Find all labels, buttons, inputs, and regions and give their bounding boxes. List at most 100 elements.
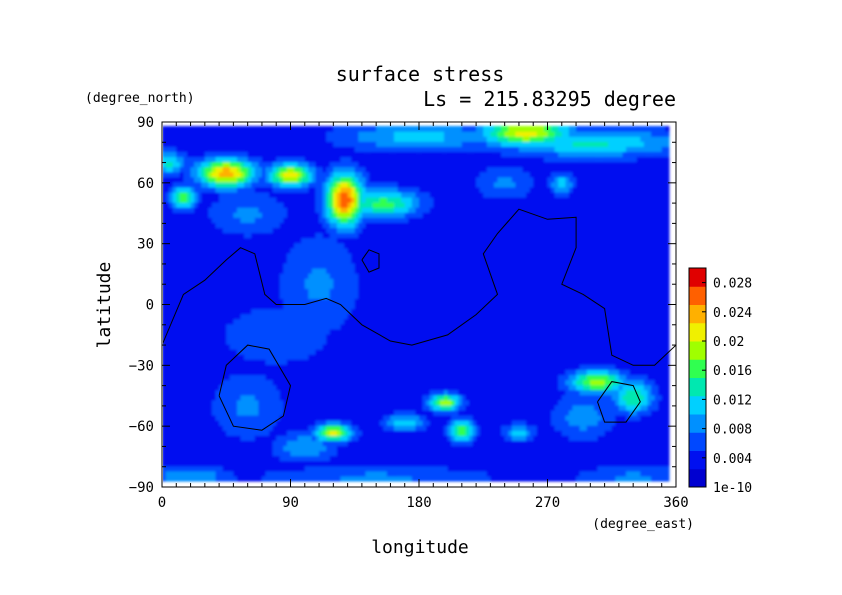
heatmap-cell xyxy=(365,293,370,300)
heatmap-cell xyxy=(344,298,349,305)
heatmap-cell xyxy=(369,136,374,142)
heatmap-cell xyxy=(201,369,206,376)
heatmap-cell xyxy=(176,207,181,213)
heatmap-cell xyxy=(394,202,399,208)
heatmap-cell xyxy=(247,430,252,436)
heatmap-cell xyxy=(244,359,249,365)
heatmap-cell xyxy=(251,293,256,300)
heatmap-cell xyxy=(379,313,384,320)
heatmap-cell xyxy=(290,409,295,416)
heatmap-cell xyxy=(301,389,306,396)
heatmap-cell xyxy=(297,323,302,330)
heatmap-cell xyxy=(211,257,217,264)
heatmap-cell xyxy=(333,247,338,254)
heatmap-cell xyxy=(265,293,270,300)
heatmap-cell xyxy=(344,247,349,254)
heatmap-cell xyxy=(351,171,356,178)
heatmap-cell xyxy=(183,313,188,320)
heatmap-cell xyxy=(351,460,356,467)
heatmap-cell xyxy=(297,227,302,234)
heatmap-cell xyxy=(208,344,213,350)
heatmap-cell xyxy=(311,430,317,436)
heatmap-cell xyxy=(351,399,356,406)
heatmap-cell xyxy=(294,166,299,173)
heatmap-cell xyxy=(208,455,213,462)
heatmap-cell xyxy=(386,379,392,386)
heatmap-cell xyxy=(344,364,349,370)
heatmap-cell xyxy=(183,344,188,350)
heatmap-cell xyxy=(236,131,242,137)
heatmap-cell xyxy=(219,308,224,315)
heatmap-cell xyxy=(179,338,185,345)
heatmap-cell xyxy=(404,409,409,416)
heatmap-cell xyxy=(286,374,292,381)
heatmap-cell xyxy=(269,257,274,264)
heatmap-cell xyxy=(194,227,199,234)
heatmap-cell xyxy=(169,399,174,406)
heatmap-cell xyxy=(326,298,331,305)
heatmap-cell xyxy=(211,344,217,350)
heatmap-cell xyxy=(333,283,338,289)
heatmap-cell xyxy=(372,313,377,320)
heatmap-cell xyxy=(194,354,199,360)
heatmap-cell xyxy=(354,257,359,264)
heatmap-cell xyxy=(233,252,238,259)
heatmap-cell xyxy=(372,126,377,132)
heatmap-cell xyxy=(351,257,356,264)
heatmap-cell xyxy=(383,303,388,310)
heatmap-cell xyxy=(272,430,277,436)
heatmap-cell xyxy=(369,161,374,168)
heatmap-cell xyxy=(344,379,349,386)
heatmap-cell xyxy=(294,338,299,345)
heatmap-cell xyxy=(244,420,249,426)
heatmap-cell xyxy=(283,207,288,213)
heatmap-cell xyxy=(222,354,227,360)
heatmap-cell xyxy=(176,262,181,269)
heatmap-cell xyxy=(179,323,185,330)
heatmap-cell xyxy=(179,465,185,472)
heatmap-cell xyxy=(254,475,259,482)
heatmap-cell xyxy=(236,338,242,345)
heatmap-cell xyxy=(222,247,227,254)
heatmap-cell xyxy=(279,166,284,173)
heatmap-cell xyxy=(258,318,263,325)
heatmap-cell xyxy=(236,470,242,477)
heatmap-cell xyxy=(186,202,192,208)
heatmap-cell xyxy=(411,273,417,279)
heatmap-cell xyxy=(190,384,195,391)
heatmap-cell xyxy=(240,252,245,259)
heatmap-cell xyxy=(165,141,170,147)
heatmap-cell xyxy=(294,181,299,188)
heatmap-cell xyxy=(322,333,327,340)
heatmap-cell xyxy=(201,171,206,178)
heatmap-cell xyxy=(397,191,402,198)
heatmap-cell xyxy=(269,303,274,310)
heatmap-cell xyxy=(301,394,306,401)
heatmap-cell xyxy=(304,425,309,431)
heatmap-cell xyxy=(251,313,256,320)
heatmap-cell xyxy=(229,333,234,340)
heatmap-cell xyxy=(172,273,177,279)
heatmap-cell xyxy=(397,415,402,421)
heatmap-cell xyxy=(379,252,384,259)
heatmap-cell xyxy=(347,303,352,310)
heatmap-cell xyxy=(358,389,363,396)
heatmap-cell xyxy=(190,415,195,421)
heatmap-cell xyxy=(201,227,206,234)
heatmap-cell xyxy=(361,399,367,406)
heatmap-cell xyxy=(294,262,299,269)
heatmap-cell xyxy=(261,308,267,315)
heatmap-cell xyxy=(229,475,234,482)
heatmap-cell xyxy=(329,415,334,421)
heatmap-cell xyxy=(383,435,388,441)
heatmap-cell xyxy=(369,420,374,426)
heatmap-cell xyxy=(276,384,281,391)
heatmap-cell xyxy=(233,176,238,183)
heatmap-cell xyxy=(376,399,381,406)
heatmap-cell xyxy=(276,440,281,447)
heatmap-cell xyxy=(240,207,245,213)
heatmap-cell xyxy=(297,217,302,223)
heatmap-cell xyxy=(358,273,363,279)
heatmap-cell xyxy=(358,450,363,457)
heatmap-cell xyxy=(340,369,345,376)
